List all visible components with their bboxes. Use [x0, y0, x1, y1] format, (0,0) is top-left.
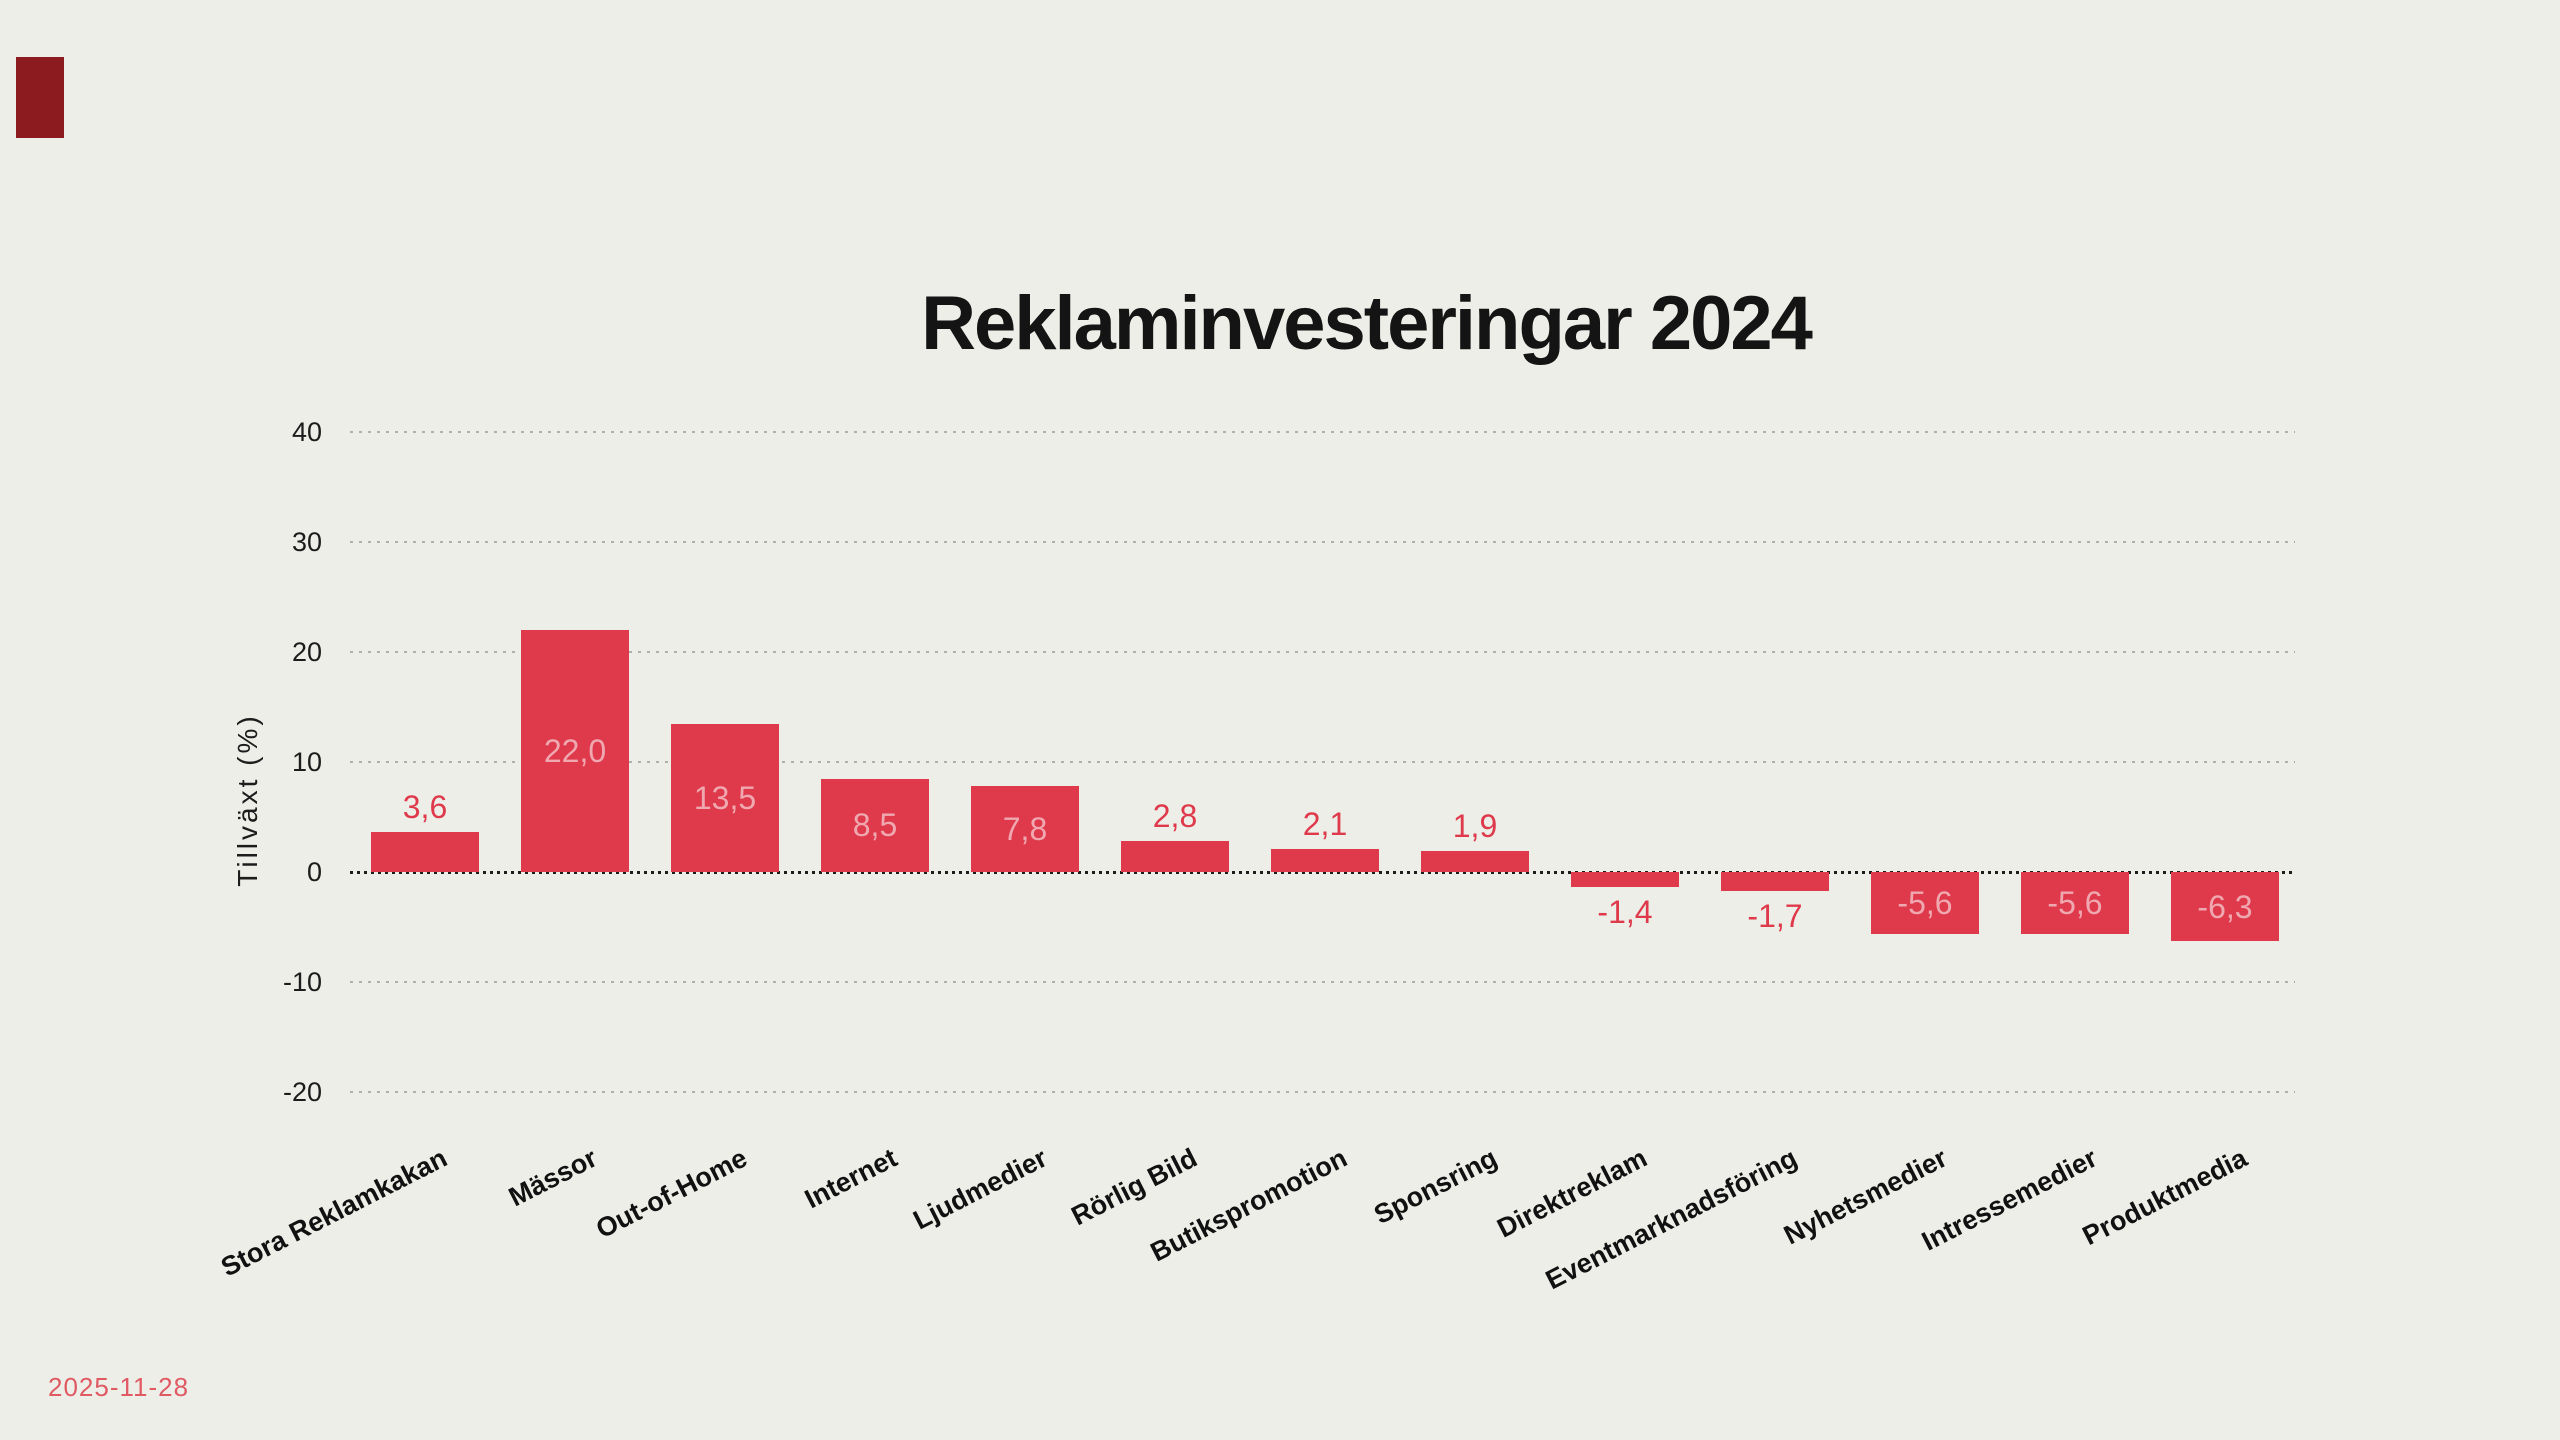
bar-3 [671, 723, 779, 872]
y-tick-label: -10 [282, 967, 322, 997]
bar-2 [521, 630, 629, 872]
bar-value-label: 2,8 [1152, 798, 1198, 835]
y-tick-label: -20 [282, 1077, 322, 1107]
y-tick-label: 30 [291, 527, 322, 557]
gridline [350, 651, 2295, 653]
y-tick-label: 10 [291, 747, 322, 777]
bar-5 [971, 786, 1079, 872]
y-tick-label: 0 [306, 857, 322, 887]
bar-value-label: -1,7 [1747, 897, 1803, 934]
bar-value-label: 1,9 [1452, 808, 1498, 845]
bar-value-label: 3,6 [402, 789, 448, 826]
bar-6 [1121, 841, 1229, 872]
bar-value-label: 8,5 [852, 807, 898, 844]
gridline [350, 761, 2295, 763]
gridline [350, 431, 2295, 433]
bar-11 [1871, 872, 1979, 934]
y-tick-label: 20 [291, 637, 322, 667]
y-tick-label: 40 [291, 417, 322, 447]
bar-8 [1421, 851, 1529, 872]
bar-10 [1721, 872, 1829, 891]
gridline [350, 981, 2295, 983]
gridline [350, 1091, 2295, 1093]
bar-12 [2021, 872, 2129, 934]
bar-value-label: 7,8 [1002, 811, 1048, 848]
chart-title: Reklaminvesteringar 2024 [921, 281, 1813, 366]
brand-mark [16, 57, 64, 138]
bar-1 [371, 832, 479, 872]
zero-gridline [350, 871, 2295, 874]
bar-9 [1571, 872, 1679, 888]
bar-value-label: -5,6 [1897, 884, 1953, 921]
bar-value-label: -5,6 [2047, 884, 2103, 921]
bar-value-label: 22,0 [543, 733, 607, 769]
bar-value-label: 2,1 [1302, 805, 1348, 842]
bar-7 [1271, 848, 1379, 872]
bar-4 [821, 778, 929, 872]
bar-13 [2171, 872, 2279, 942]
bar-value-label: -1,4 [1597, 894, 1653, 931]
bar-value-label: -6,3 [2197, 888, 2253, 925]
bar-value-label: 13,5 [693, 779, 757, 816]
date-stamp: 2025-11-28 [48, 1372, 190, 1402]
gridline [350, 541, 2295, 543]
